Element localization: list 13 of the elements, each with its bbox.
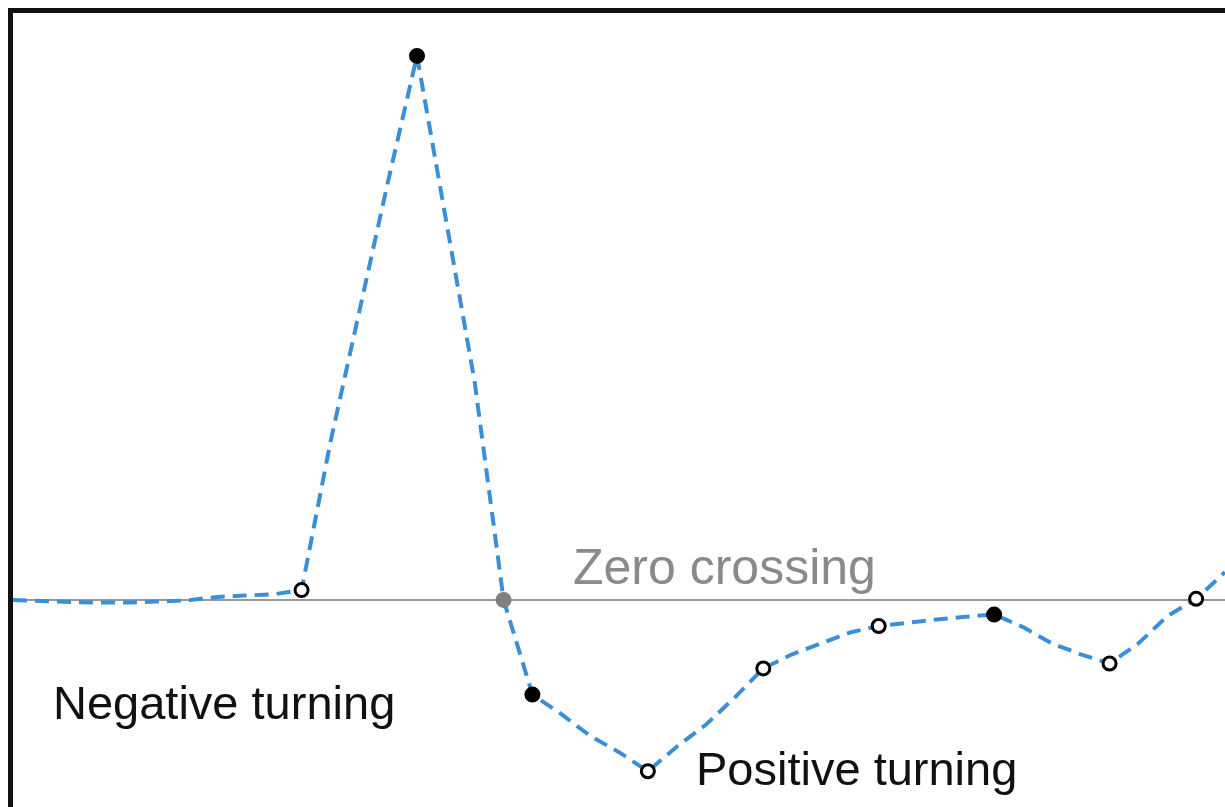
point: [639, 763, 656, 780]
annotation: Zero crossing: [573, 538, 876, 596]
annotation: Negative turning: [53, 675, 396, 730]
point: [524, 686, 541, 703]
point: [1188, 590, 1205, 607]
point: [293, 582, 310, 599]
point: [870, 618, 887, 634]
point: [409, 47, 425, 64]
point: [986, 606, 1003, 623]
annotation: Positive turning: [696, 741, 1018, 796]
point: [495, 591, 512, 608]
point: [1101, 655, 1118, 672]
point: [755, 660, 772, 677]
